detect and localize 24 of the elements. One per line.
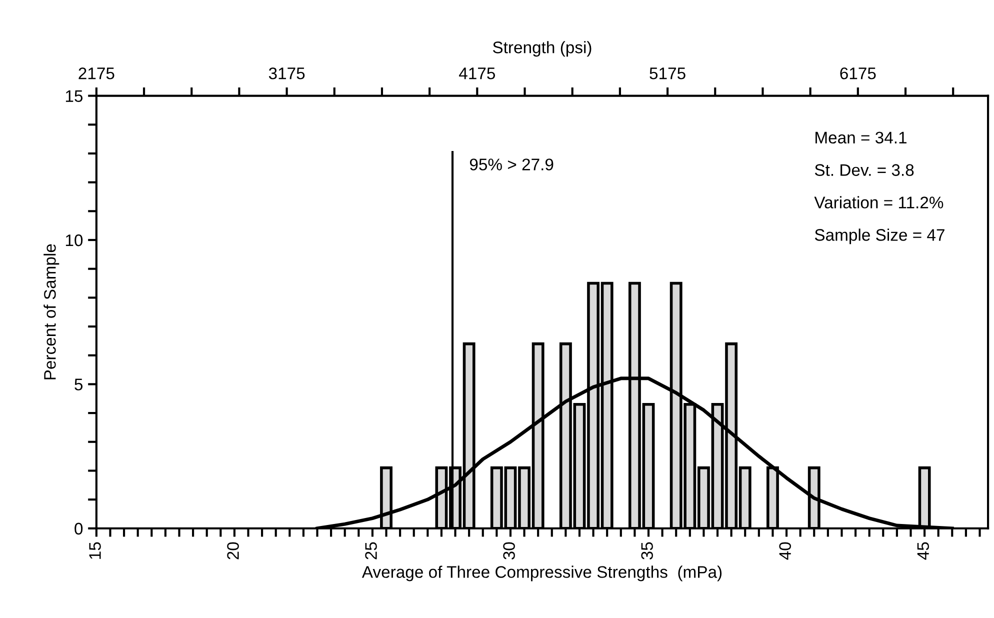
x2-axis-title: Strength (psi) <box>492 41 592 57</box>
annotation: Sample Size = 47 <box>814 228 944 244</box>
x2-tick-label: 3175 <box>268 68 305 80</box>
x2-tick-label: 5175 <box>650 68 686 80</box>
x-axis-title: Average of Three Compressive Strengths (mPa) <box>362 566 722 582</box>
x2-tick-label: 2175 <box>78 68 114 80</box>
ref-line-label: 95% > 27.9 <box>470 158 554 170</box>
x-tick-label: 25 <box>365 542 377 560</box>
x-tick-label: 45 <box>917 542 930 560</box>
x-tick-label: 20 <box>227 542 239 560</box>
y-tick-label: 10 <box>66 234 83 246</box>
x2-tick-label: 6175 <box>840 68 876 80</box>
annotation: Mean = 34.1 <box>816 132 906 144</box>
annotation: St. Dev. = 3.8 <box>814 164 914 176</box>
y-tick-label: 0 <box>74 522 83 535</box>
x-tick-label: 35 <box>641 542 653 560</box>
x2-tick-label: 4175 <box>459 68 496 80</box>
annotation: Variation = 11.2% <box>814 196 944 208</box>
y-axis-title: Percent of Sample <box>44 244 60 380</box>
y-tick-label: 5 <box>74 378 83 390</box>
x-tick-label: 30 <box>503 542 515 560</box>
x-tick-label: 15 <box>89 542 101 559</box>
x-tick-label: 40 <box>779 542 791 560</box>
y-tick-label: 15 <box>66 90 83 102</box>
